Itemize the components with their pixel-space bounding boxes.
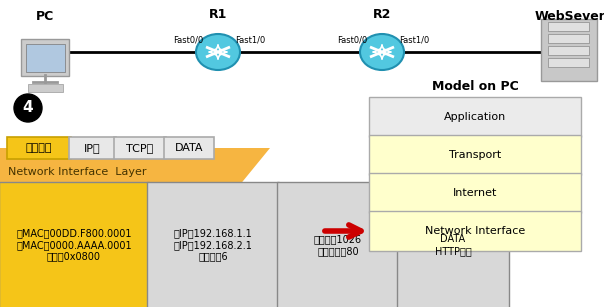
Text: TCP头: TCP头: [126, 143, 153, 153]
Ellipse shape: [196, 34, 240, 70]
FancyBboxPatch shape: [541, 19, 597, 81]
Text: R2: R2: [373, 8, 391, 21]
Text: Internet: Internet: [453, 188, 497, 198]
Text: Application: Application: [444, 112, 506, 122]
FancyBboxPatch shape: [277, 182, 399, 307]
Text: 源MAC：00DD.F800.0001
目MAC：0000.AAAA.0001
类型：0x0800: 源MAC：00DD.F800.0001 目MAC：0000.AAAA.0001 …: [16, 228, 132, 262]
Circle shape: [14, 94, 42, 122]
FancyBboxPatch shape: [369, 97, 581, 137]
Text: Model on PC: Model on PC: [432, 80, 518, 93]
Text: Transport: Transport: [449, 150, 501, 160]
FancyBboxPatch shape: [69, 137, 116, 159]
Ellipse shape: [360, 34, 404, 70]
FancyBboxPatch shape: [547, 21, 588, 30]
Text: PC: PC: [36, 10, 54, 23]
FancyBboxPatch shape: [28, 84, 62, 91]
Text: 以太网头: 以太网头: [26, 143, 53, 153]
FancyBboxPatch shape: [397, 182, 509, 307]
Text: Fast0/0: Fast0/0: [337, 36, 367, 45]
Text: WebSever: WebSever: [535, 10, 604, 23]
Text: 源IP：192.168.1.1
目IP：192.168.2.1
协议号：6: 源IP：192.168.1.1 目IP：192.168.2.1 协议号：6: [173, 228, 252, 262]
FancyBboxPatch shape: [114, 137, 166, 159]
FancyBboxPatch shape: [369, 173, 581, 213]
FancyBboxPatch shape: [21, 39, 69, 76]
FancyBboxPatch shape: [547, 33, 588, 42]
Text: Fast1/0: Fast1/0: [235, 36, 265, 45]
Text: Fast0/0: Fast0/0: [173, 36, 203, 45]
FancyBboxPatch shape: [7, 137, 71, 159]
Text: Network Interface  Layer: Network Interface Layer: [8, 167, 147, 177]
Text: DATA: DATA: [175, 143, 204, 153]
FancyBboxPatch shape: [369, 211, 581, 251]
Text: R1: R1: [209, 8, 227, 21]
FancyBboxPatch shape: [0, 182, 149, 307]
FancyBboxPatch shape: [369, 135, 581, 175]
FancyBboxPatch shape: [25, 44, 65, 72]
Text: DATA
HTTP荷载: DATA HTTP荷载: [435, 234, 471, 256]
FancyBboxPatch shape: [547, 57, 588, 67]
FancyBboxPatch shape: [147, 182, 279, 307]
Text: 源端口号1026
目的端口号80: 源端口号1026 目的端口号80: [314, 234, 362, 256]
Text: 4: 4: [23, 100, 33, 115]
Text: Network Interface: Network Interface: [425, 226, 525, 236]
Text: IP头: IP头: [84, 143, 101, 153]
FancyBboxPatch shape: [164, 137, 214, 159]
Text: Fast1/0: Fast1/0: [399, 36, 429, 45]
FancyBboxPatch shape: [547, 45, 588, 55]
Polygon shape: [0, 148, 270, 307]
